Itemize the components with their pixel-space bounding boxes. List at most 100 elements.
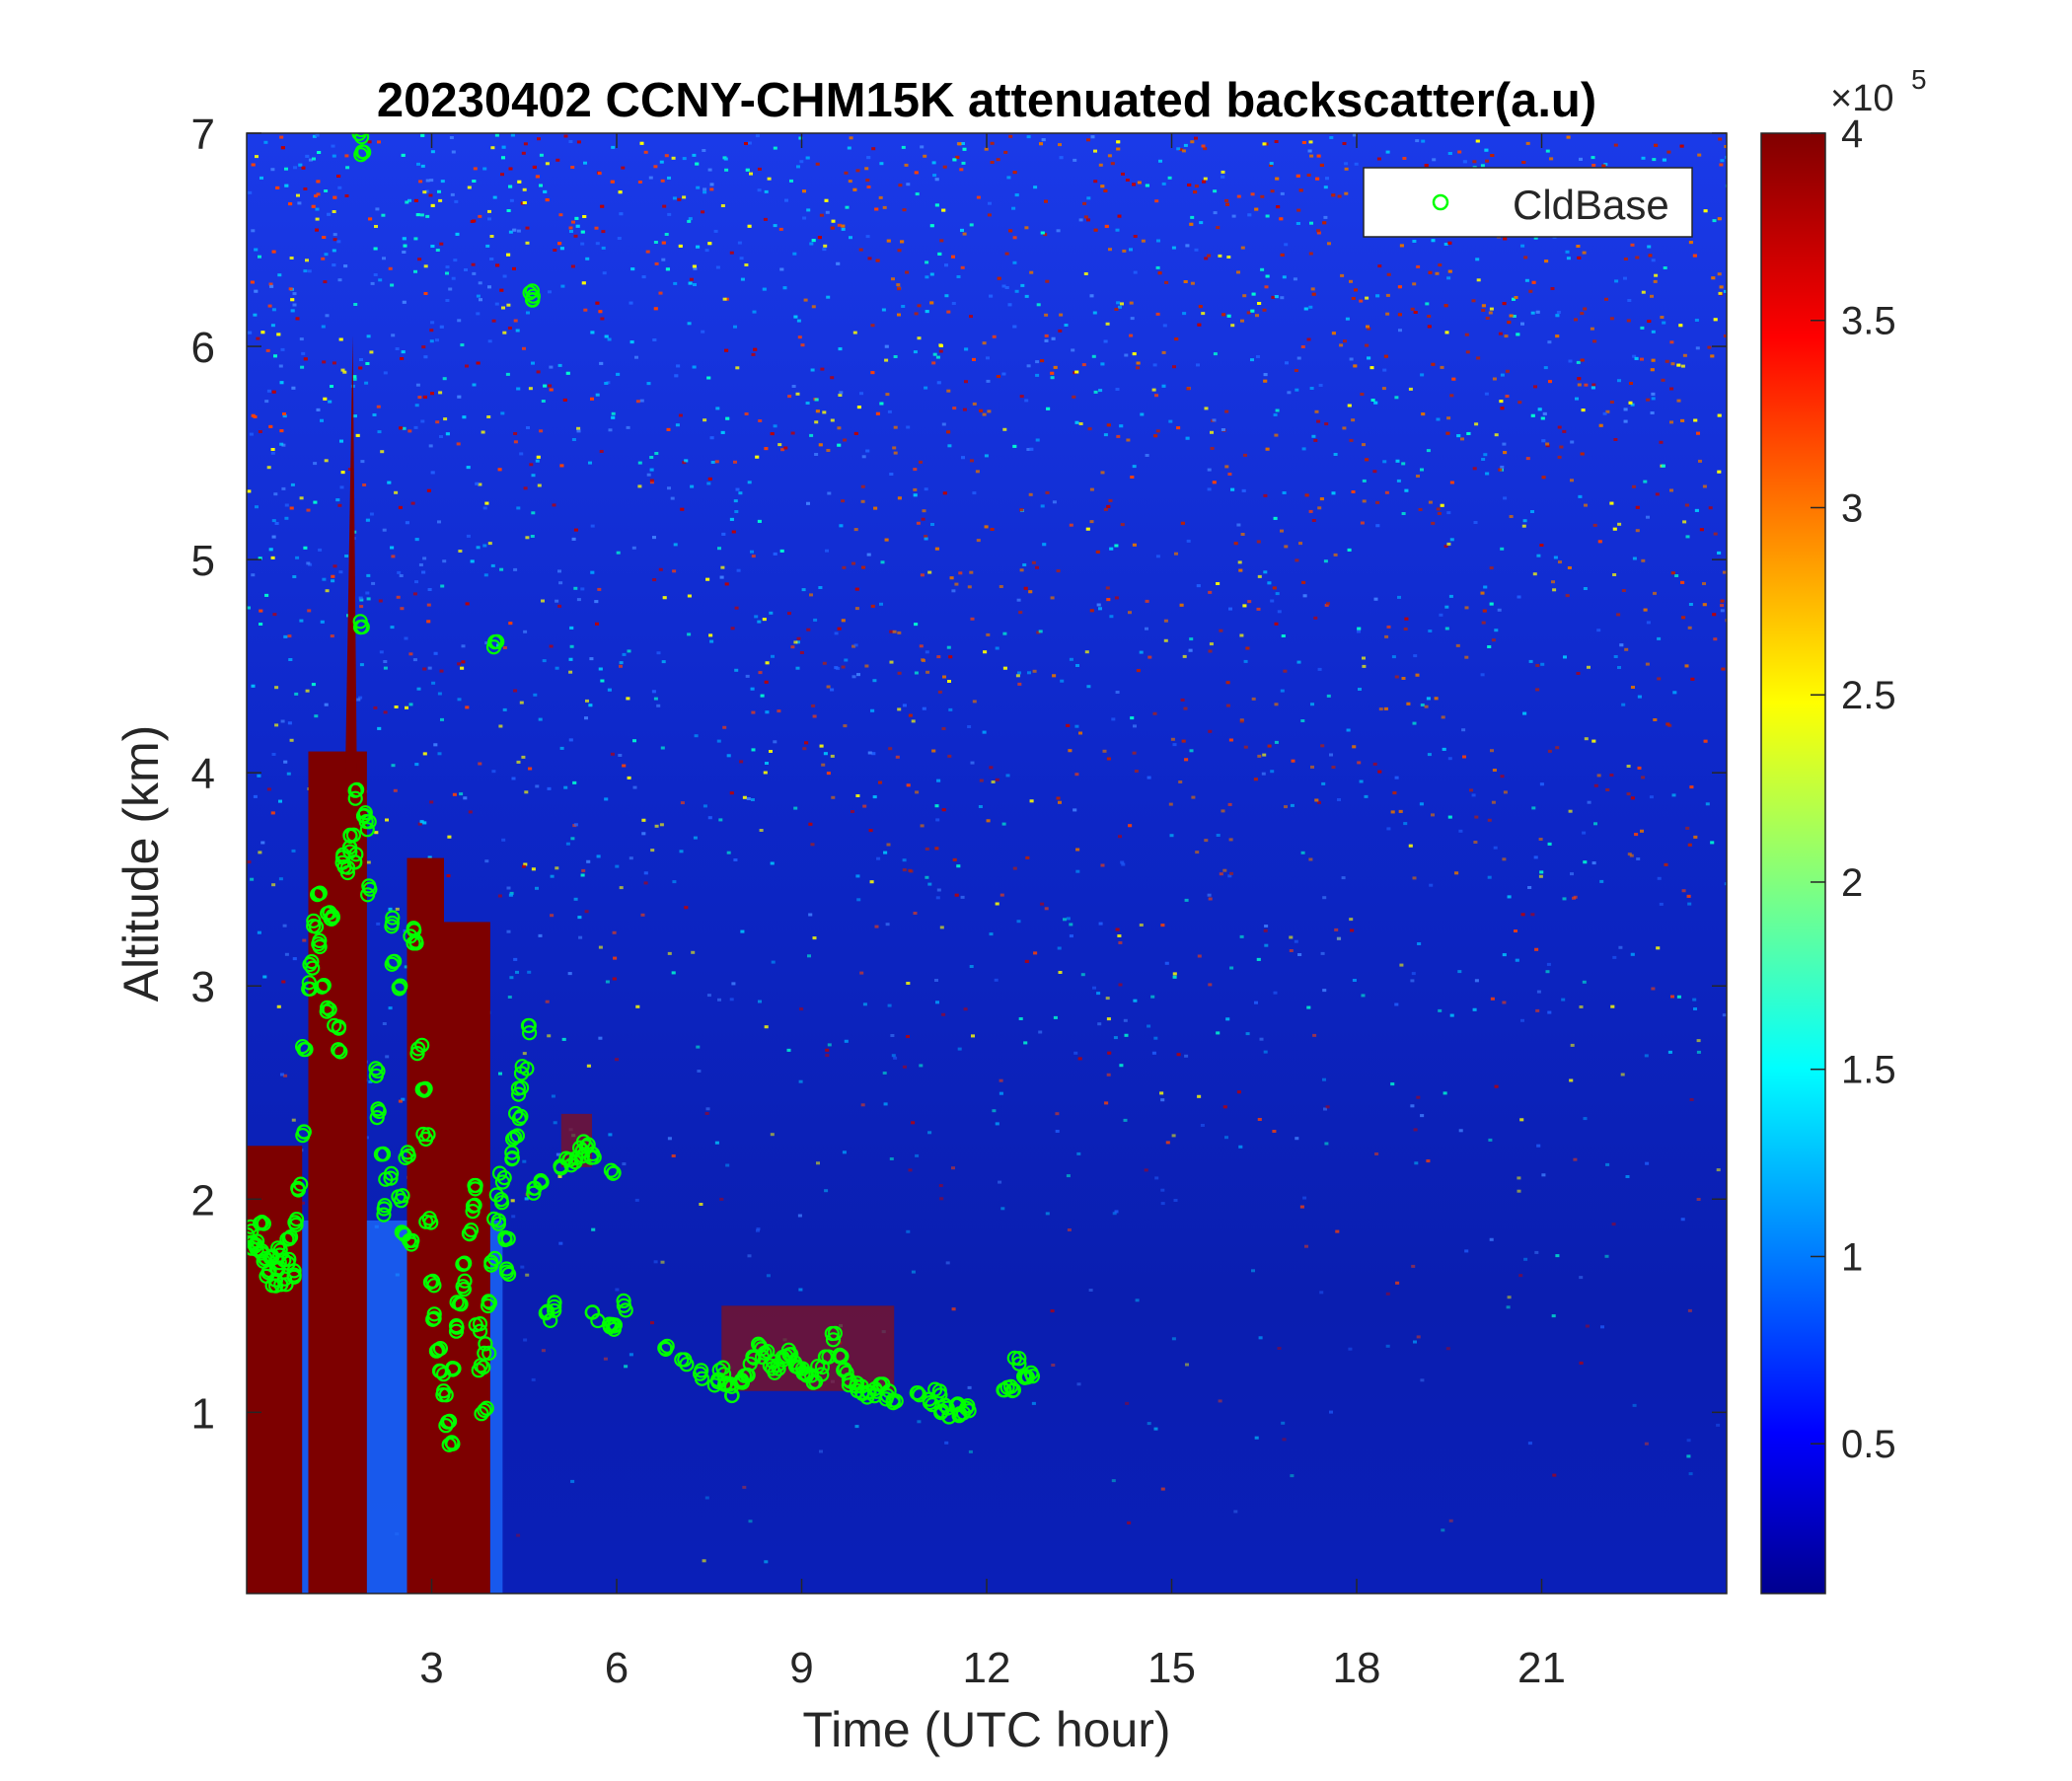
attenuation-shadow (366, 1220, 407, 1594)
noise-cell (515, 329, 520, 333)
noise-cell (1329, 1410, 1333, 1414)
noise-cell (1349, 279, 1353, 283)
noise-cell (1593, 822, 1597, 826)
noise-cell (1464, 333, 1469, 336)
noise-cell (1523, 256, 1528, 260)
noise-cell (885, 923, 890, 927)
noise-cell (604, 334, 609, 338)
noise-cell (1579, 1361, 1584, 1365)
noise-cell (251, 229, 256, 233)
noise-cell (773, 740, 777, 744)
noise-cell (1584, 737, 1589, 741)
noise-cell (667, 212, 672, 216)
noise-cell (530, 535, 535, 538)
noise-cell (1317, 801, 1321, 804)
noise-cell (482, 167, 487, 171)
noise-cell (1089, 609, 1094, 613)
noise-cell (267, 304, 272, 308)
noise-cell (1118, 305, 1122, 309)
noise-cell (550, 914, 555, 918)
noise-cell (860, 1103, 865, 1107)
noise-cell (650, 1321, 654, 1325)
noise-cell (806, 208, 811, 212)
noise-cell (1230, 324, 1235, 328)
noise-cell (1282, 1438, 1287, 1442)
noise-cell (1713, 532, 1718, 536)
noise-cell (716, 739, 721, 743)
noise-cell (398, 505, 403, 509)
noise-cell (1437, 512, 1442, 515)
noise-cell (1722, 1013, 1727, 1017)
noise-cell (1245, 1032, 1250, 1036)
noise-cell (571, 537, 576, 541)
noise-cell (893, 425, 898, 429)
noise-cell (1274, 140, 1279, 143)
noise-cell (848, 180, 852, 184)
noise-cell (767, 177, 772, 181)
noise-cell (1069, 923, 1073, 927)
noise-cell (283, 634, 288, 638)
noise-cell (1133, 235, 1138, 238)
noise-cell (608, 428, 613, 432)
noise-cell (1550, 287, 1555, 290)
noise-cell (362, 483, 367, 486)
noise-cell (1224, 465, 1229, 469)
noise-cell (825, 1048, 830, 1052)
noise-cell (247, 860, 252, 864)
noise-cell (987, 409, 992, 413)
noise-cell (557, 1174, 562, 1178)
noise-cell (782, 286, 787, 290)
legend[interactable]: CldBase (1363, 167, 1693, 238)
noise-cell (723, 157, 728, 161)
noise-cell (1207, 468, 1212, 472)
noise-cell (383, 710, 388, 714)
noise-cell (773, 224, 777, 228)
noise-cell (860, 499, 865, 503)
noise-cell (1377, 264, 1382, 268)
noise-cell (366, 597, 371, 601)
noise-cell (536, 370, 541, 374)
noise-cell (929, 272, 934, 276)
noise-cell (815, 409, 820, 413)
noise-cell (641, 832, 646, 836)
noise-cell (1106, 598, 1111, 602)
noise-cell (1664, 862, 1668, 866)
noise-cell (316, 192, 321, 196)
noise-cell (1562, 897, 1567, 901)
cldbase-point (373, 1147, 389, 1162)
noise-cell (999, 893, 1004, 897)
noise-cell (1570, 440, 1575, 444)
noise-cell (1597, 540, 1602, 544)
noise-cell (1322, 221, 1327, 225)
noise-cell (1506, 1305, 1511, 1309)
noise-cell (798, 1288, 803, 1292)
cldbase-point (500, 1230, 516, 1247)
noise-cell (707, 242, 712, 246)
noise-cell (356, 698, 361, 702)
noise-cell (1386, 827, 1391, 831)
noise-cell (990, 141, 995, 145)
noise-cell (423, 355, 428, 359)
noise-cell (1613, 438, 1618, 441)
noise-cell (1231, 214, 1236, 218)
noise-cell (1313, 616, 1318, 620)
noise-cell (1293, 277, 1297, 281)
noise-cell (1646, 621, 1651, 625)
noise-cell (819, 744, 824, 748)
noise-cell (1460, 437, 1464, 441)
noise-cell (1308, 140, 1313, 144)
noise-cell (731, 530, 736, 534)
noise-cell (661, 258, 666, 261)
noise-cell (430, 471, 435, 475)
noise-cell (1703, 739, 1708, 743)
noise-cell (1168, 802, 1173, 806)
noise-cell (947, 754, 952, 758)
noise-cell (675, 423, 680, 427)
noise-cell (924, 535, 928, 539)
noise-cell (1173, 1199, 1178, 1202)
noise-cell (1058, 800, 1062, 804)
noise-cell (1022, 563, 1027, 566)
noise-cell (541, 1349, 546, 1353)
noise-cell (714, 460, 719, 464)
noise-cell (414, 763, 419, 767)
